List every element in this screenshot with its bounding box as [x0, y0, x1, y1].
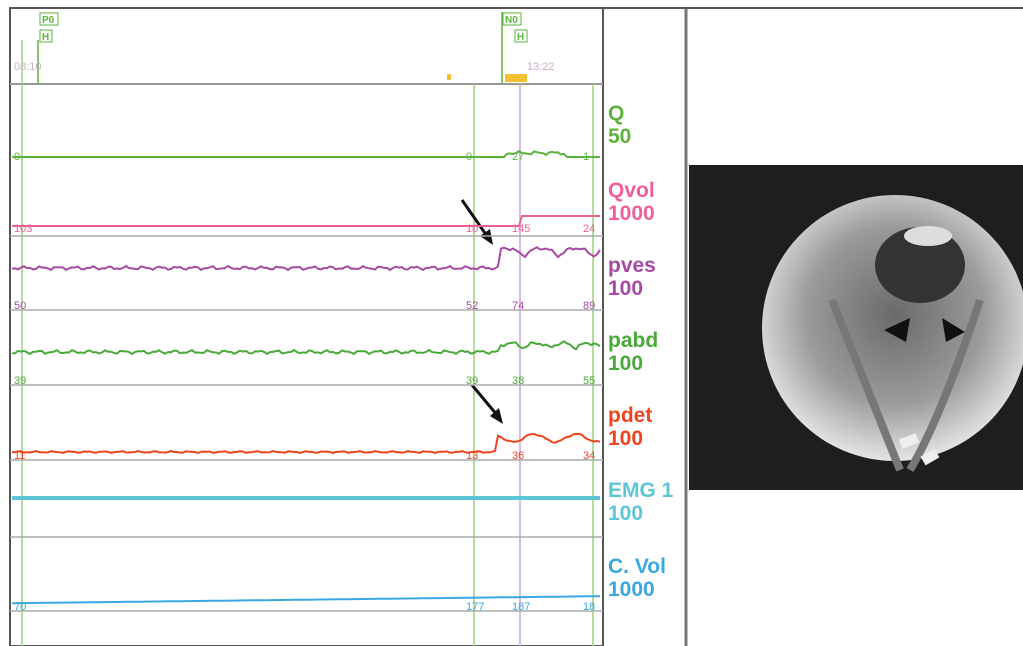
- channel-name: Qvol: [608, 179, 655, 202]
- channel-value: 39: [14, 375, 26, 387]
- channel-value: 103: [14, 223, 32, 235]
- urodynamics-screen: P0HN0H08:1013:22Q5000271Qvol100010310145…: [0, 0, 1023, 646]
- marker-bottom: H: [517, 32, 524, 43]
- channel-value: 13: [466, 450, 478, 462]
- tracing-panel: [10, 8, 603, 646]
- channel-value: 70: [14, 601, 26, 613]
- channel-value: 10: [466, 223, 478, 235]
- channel-value: 0: [14, 151, 20, 163]
- channel-value: 27: [512, 151, 524, 163]
- channel-value: 187: [512, 601, 530, 613]
- channel-value: 36: [512, 450, 524, 462]
- channel-scale: 50: [608, 125, 631, 148]
- channel-value: 0: [466, 151, 472, 163]
- channel-value: 145: [512, 223, 530, 235]
- channel-value: 18: [583, 601, 595, 613]
- channel-name: C. Vol: [608, 555, 666, 578]
- channel-value: 34: [583, 450, 595, 462]
- channel-scale: 100: [608, 352, 643, 375]
- channel-value: 11: [14, 450, 25, 462]
- channel-value: 39: [466, 375, 478, 387]
- channel-scale: 1000: [608, 578, 655, 601]
- channel-name: pdet: [608, 404, 652, 427]
- channel-value: 24: [583, 223, 595, 235]
- marker-top: N0: [505, 15, 518, 26]
- channel-value: 55: [583, 375, 595, 387]
- channel-scale: 100: [608, 502, 643, 525]
- channel-value: 89: [583, 300, 595, 312]
- channel-value: 38: [512, 375, 524, 387]
- channel-value: 1: [583, 151, 589, 163]
- marker-bottom: H: [42, 32, 49, 43]
- channel-value: 74: [512, 300, 524, 312]
- channel-value: 50: [14, 300, 26, 312]
- channel-name: EMG 1: [608, 479, 674, 502]
- marker-top: P0: [42, 15, 55, 26]
- time-label: 13:22: [527, 61, 555, 73]
- xray-image: [689, 165, 1023, 490]
- channel-scale: 1000: [608, 202, 655, 225]
- time-label: 08:10: [14, 61, 42, 73]
- channel-name: Q: [608, 102, 624, 125]
- channel-value: 177: [466, 601, 484, 613]
- channel-name: pabd: [608, 329, 658, 352]
- channel-value: 52: [466, 300, 478, 312]
- channel-scale: 100: [608, 277, 643, 300]
- channel-name: pves: [608, 254, 656, 277]
- channel-scale: 100: [608, 427, 643, 450]
